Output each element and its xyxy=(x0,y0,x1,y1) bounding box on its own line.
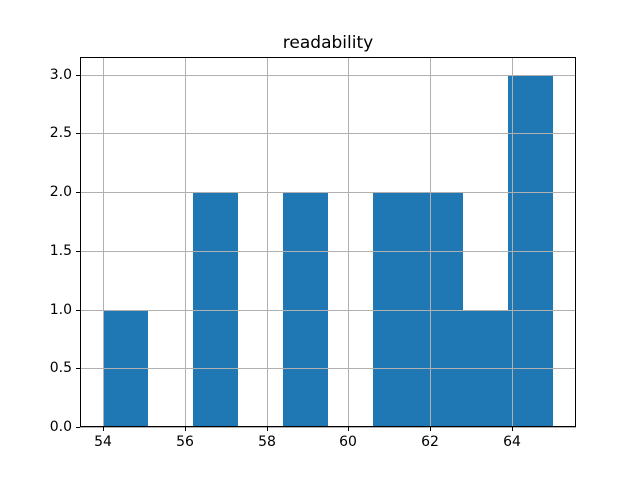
plot-border xyxy=(80,57,576,427)
gridline-vertical xyxy=(267,57,268,427)
histogram-bar xyxy=(418,192,463,427)
x-tick-label: 56 xyxy=(176,434,194,450)
y-tick-label: 3.0 xyxy=(49,67,72,83)
gridline-horizontal xyxy=(80,368,576,369)
x-tick-label: 64 xyxy=(503,434,521,450)
x-tick-mark xyxy=(348,427,349,431)
gridline-vertical xyxy=(348,57,349,427)
x-tick-label: 62 xyxy=(421,434,439,450)
y-tick-label: 1.0 xyxy=(49,302,72,318)
y-tick-mark xyxy=(76,251,80,252)
y-tick-mark xyxy=(76,75,80,76)
x-tick-label: 60 xyxy=(339,434,357,450)
y-tick-label: 0.0 xyxy=(49,419,72,435)
x-tick-label: 58 xyxy=(258,434,276,450)
gridline-vertical xyxy=(103,57,104,427)
y-tick-mark xyxy=(76,427,80,428)
y-tick-label: 2.0 xyxy=(49,184,72,200)
x-tick-mark xyxy=(103,427,104,431)
gridline-vertical xyxy=(512,57,513,427)
gridline-horizontal xyxy=(80,251,576,252)
y-tick-mark xyxy=(76,133,80,134)
histogram-bar xyxy=(283,192,328,427)
histogram-bar xyxy=(373,192,418,427)
histogram-bar xyxy=(193,192,238,427)
chart-title: readability xyxy=(282,33,374,53)
y-tick-mark xyxy=(76,192,80,193)
gridline-horizontal xyxy=(80,192,576,193)
x-tick-mark xyxy=(267,427,268,431)
gridline-horizontal xyxy=(80,427,576,428)
x-tick-label: 54 xyxy=(94,434,112,450)
x-tick-mark xyxy=(512,427,513,431)
gridline-horizontal xyxy=(80,310,576,311)
gridline-horizontal xyxy=(80,75,576,76)
gridline-horizontal xyxy=(80,133,576,134)
y-tick-mark xyxy=(76,310,80,311)
y-tick-label: 0.5 xyxy=(49,360,72,376)
x-tick-mark xyxy=(185,427,186,431)
y-tick-mark xyxy=(76,368,80,369)
y-tick-label: 1.5 xyxy=(49,243,72,259)
x-tick-mark xyxy=(430,427,431,431)
gridline-vertical xyxy=(430,57,431,427)
y-tick-label: 2.5 xyxy=(49,125,72,141)
gridline-vertical xyxy=(185,57,186,427)
